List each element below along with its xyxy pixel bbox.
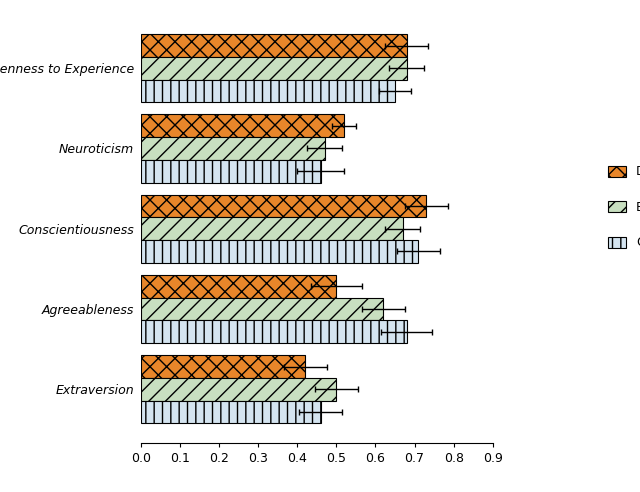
Bar [141, 320, 407, 343]
Bar [141, 217, 403, 240]
Bar [141, 275, 337, 298]
Bar [141, 115, 344, 137]
Legend: Diselievers, Believers, Oscillators: Diselievers, Believers, Oscillators [605, 162, 640, 253]
Bar [141, 80, 395, 102]
Bar [141, 34, 407, 57]
Bar [141, 298, 383, 320]
Bar [141, 378, 337, 400]
Bar [141, 400, 321, 423]
Bar [141, 355, 305, 378]
Bar [141, 195, 426, 217]
Bar [141, 57, 407, 80]
Bar [141, 240, 419, 263]
Bar [141, 160, 321, 183]
Bar [141, 137, 324, 160]
